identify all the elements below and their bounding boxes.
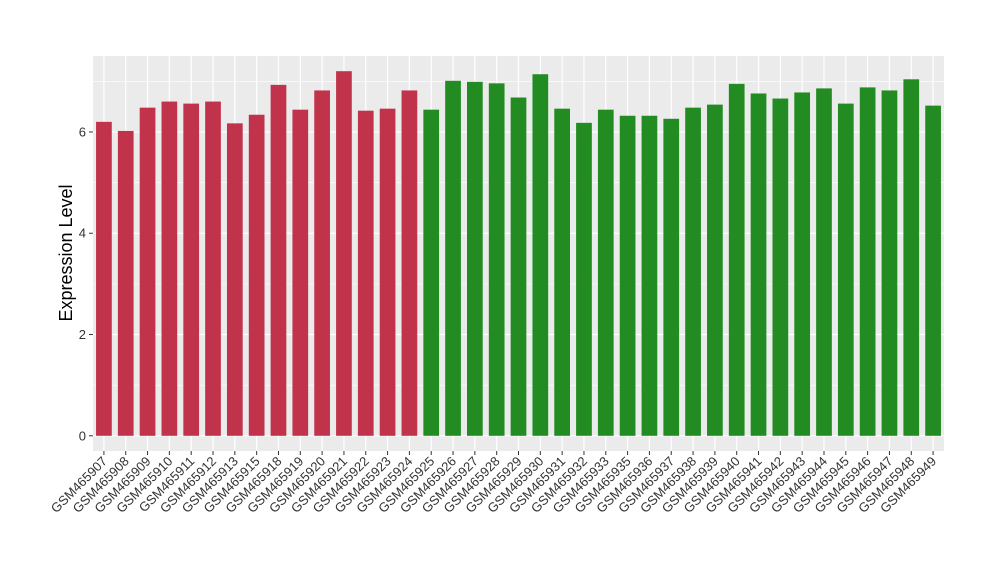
bar-GSM465931 [554, 108, 570, 436]
bar-GSM465943 [794, 92, 811, 436]
bar-GSM465936 [641, 115, 658, 436]
bar-GSM465924 [401, 90, 418, 436]
bar-GSM465946 [859, 87, 876, 436]
bar-GSM465929 [510, 97, 527, 436]
bar-GSM465913 [226, 123, 243, 436]
bar-GSM465945 [837, 103, 854, 436]
bar-GSM465922 [357, 110, 374, 436]
y-tick-label: 6 [79, 124, 86, 139]
bars [96, 71, 941, 436]
bar-GSM465944 [816, 88, 832, 436]
bar-GSM465908 [117, 130, 134, 436]
y-axis: 0 2 4 6 [79, 124, 93, 443]
y-axis-label: Expression Level [56, 184, 76, 321]
bar-GSM465919 [292, 109, 309, 436]
bar-GSM465915 [248, 114, 265, 436]
y-tick-label: 4 [79, 226, 86, 241]
bar-GSM465923 [379, 108, 396, 436]
bar-GSM465948 [903, 79, 920, 436]
bar-GSM465940 [728, 83, 745, 436]
bar-GSM465947 [881, 90, 898, 436]
bar-GSM465912 [205, 101, 221, 436]
bar-GSM465949 [925, 105, 941, 436]
bar-GSM465941 [750, 93, 767, 436]
bar-GSM465932 [576, 122, 592, 436]
bar-GSM465935 [619, 115, 636, 436]
bar-GSM465909 [139, 107, 156, 436]
bar-GSM465921 [336, 71, 352, 436]
bar-GSM465938 [685, 107, 701, 436]
bar-GSM465910 [161, 101, 178, 436]
x-axis: GSM465907GSM465908GSM465909GSM465910GSM4… [48, 451, 939, 516]
bar-GSM465925 [423, 109, 440, 436]
y-tick-label: 2 [79, 327, 86, 342]
bar-GSM465933 [597, 109, 614, 436]
y-tick-label: 0 [79, 428, 86, 443]
bar-GSM465918 [270, 84, 287, 436]
bar-GSM465920 [314, 90, 330, 436]
bar-GSM465939 [707, 104, 723, 436]
bar-GSM465907 [96, 121, 112, 436]
bar-GSM465937 [663, 118, 680, 436]
bar-GSM465928 [488, 83, 505, 436]
bar-GSM465927 [467, 81, 483, 436]
bar-GSM465942 [772, 98, 789, 436]
bar-GSM465911 [183, 103, 200, 436]
bar-GSM465930 [532, 74, 549, 436]
bar-GSM465926 [445, 80, 461, 436]
